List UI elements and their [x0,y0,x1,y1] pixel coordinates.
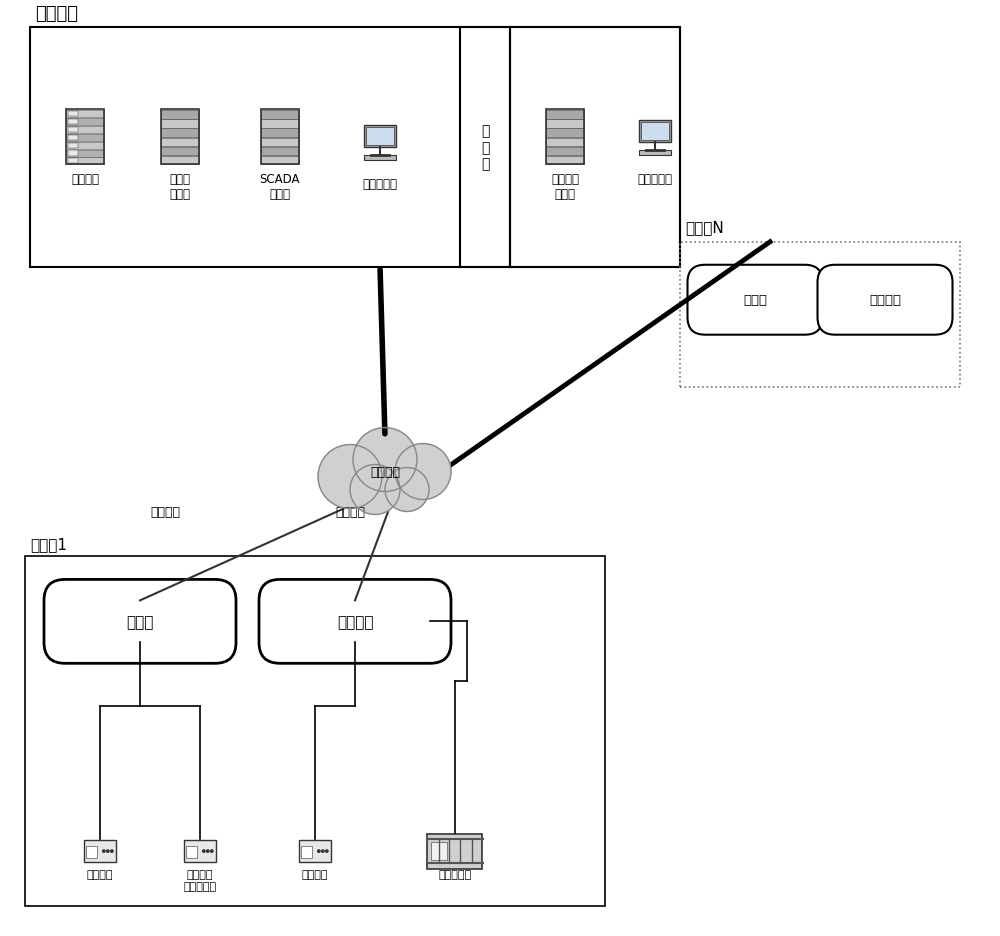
Bar [427,834,482,869]
Circle shape [103,850,105,853]
Text: 通讯网络: 通讯网络 [370,465,400,478]
Bar [546,157,584,165]
Text: SCADA
服务器: SCADA 服务器 [260,172,300,200]
Bar [161,148,199,156]
Circle shape [111,850,113,853]
Text: 保护装置: 保护装置 [302,870,328,879]
Text: 防
火
墙: 防 火 墙 [481,124,489,171]
Bar [161,110,199,165]
Bar [66,151,104,157]
Circle shape [318,850,320,853]
Bar [66,119,104,126]
Bar [364,125,396,148]
Circle shape [318,446,382,509]
Bar [66,142,104,150]
Bar [430,842,447,860]
Bar [68,136,78,140]
Text: 故障录波器: 故障录波器 [438,870,472,879]
Bar [641,123,669,141]
Circle shape [211,850,213,853]
Bar [68,120,78,125]
Bar [680,242,960,388]
Text: 调度主站: 调度主站 [35,5,78,23]
Bar [66,135,104,141]
Circle shape [107,850,109,853]
Text: 远动机: 远动机 [743,294,767,307]
Text: 保护信息: 保护信息 [335,505,365,519]
Bar [66,111,104,118]
Circle shape [322,850,324,853]
FancyBboxPatch shape [259,579,451,664]
Bar [546,148,584,156]
Bar [68,159,78,164]
Text: 保护子站: 保护子站 [869,294,901,307]
Bar [301,846,312,857]
Bar [68,112,78,117]
Bar [161,120,199,128]
Bar [299,841,331,862]
Bar [68,143,78,149]
Text: 保护子站: 保护子站 [337,614,373,629]
Bar [261,129,299,138]
Circle shape [203,850,205,853]
Bar [66,127,104,134]
Bar [639,152,671,155]
Bar [161,157,199,165]
Bar [510,28,680,268]
Bar [261,111,299,120]
Bar [261,139,299,147]
Bar [161,129,199,138]
Bar [460,28,510,268]
Bar [68,152,78,156]
Bar [68,127,78,133]
Bar [261,157,299,165]
Text: 保护应用
服务器: 保护应用 服务器 [551,172,579,200]
Bar [261,120,299,128]
Bar [86,846,97,857]
Bar [546,110,584,165]
Bar [546,129,584,138]
Text: 调度工作站: 调度工作站 [362,178,398,191]
FancyBboxPatch shape [817,266,952,335]
Bar [364,156,396,161]
Bar [639,121,671,143]
Text: 磁盘阵列: 磁盘阵列 [71,172,99,185]
Bar [261,148,299,156]
Text: 遥信遥测: 遥信遥测 [150,505,180,519]
Text: 变电站N: 变电站N [685,220,724,235]
Text: 数据库
服务器: 数据库 服务器 [170,172,190,200]
Bar [84,841,116,862]
Bar [546,139,584,147]
Bar [184,841,216,862]
Bar [30,28,680,268]
Circle shape [385,468,429,512]
Text: 远动机: 远动机 [126,614,154,629]
Text: 保护测控
一体化装置: 保护测控 一体化装置 [183,870,217,891]
Circle shape [350,465,400,515]
Bar [66,158,104,165]
Bar [25,557,605,906]
Circle shape [353,428,417,492]
Bar [161,111,199,120]
Bar [161,139,199,147]
FancyBboxPatch shape [44,579,236,664]
Circle shape [395,444,451,500]
Text: 保护工作站: 保护工作站 [638,172,672,185]
Bar [366,127,394,146]
FancyBboxPatch shape [688,266,822,335]
Bar [186,846,197,857]
Bar [66,110,104,165]
Bar [261,110,299,165]
Circle shape [207,850,209,853]
Bar [546,111,584,120]
Text: 测控装置: 测控装置 [87,870,113,879]
Bar [546,120,584,128]
Text: 变电站1: 变电站1 [30,537,67,552]
Circle shape [326,850,328,853]
